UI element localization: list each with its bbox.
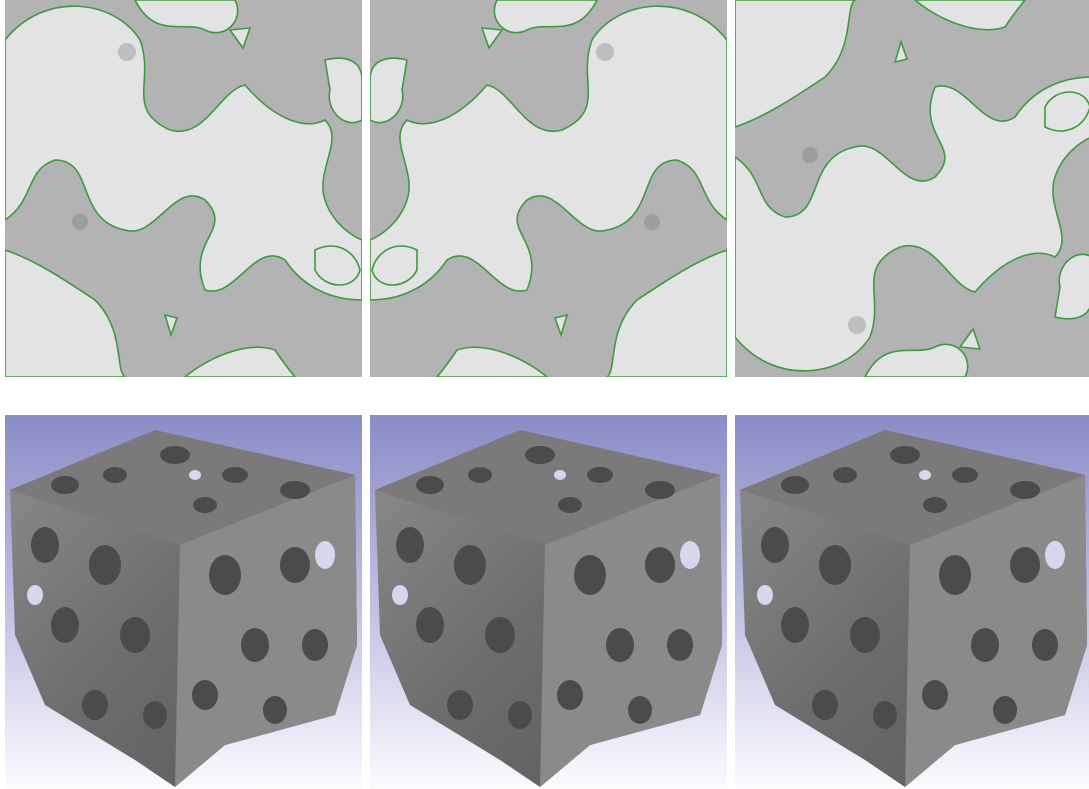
slice-panel — [370, 0, 727, 377]
figure — [0, 0, 1089, 789]
render-panel — [370, 415, 727, 789]
slice-panel — [735, 0, 1089, 377]
page — [0, 0, 1089, 789]
render-panel — [5, 415, 362, 789]
render-panel — [735, 415, 1089, 789]
slice-panel — [5, 0, 362, 377]
